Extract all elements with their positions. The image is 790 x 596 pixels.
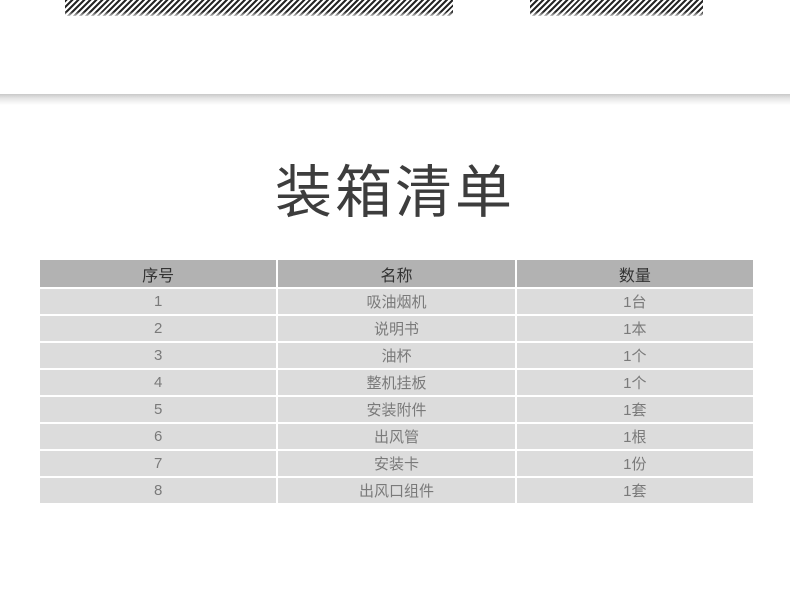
hatched-strip-right	[530, 0, 703, 16]
table-row: 4 整机挂板 1个	[40, 370, 753, 395]
cell-quantity: 1个	[516, 343, 753, 368]
cell-index: 6	[40, 424, 277, 449]
hatched-strip-left	[65, 0, 453, 16]
header-cell-quantity: 数量	[516, 260, 753, 287]
cell-quantity: 1本	[516, 316, 753, 341]
cell-index: 3	[40, 343, 277, 368]
cell-name: 出风管	[278, 424, 515, 449]
cell-name: 安装附件	[278, 397, 515, 422]
cell-quantity: 1套	[516, 478, 753, 503]
cell-name: 出风口组件	[278, 478, 515, 503]
cell-name: 油杯	[278, 343, 515, 368]
page-divider-shadow	[0, 94, 790, 105]
cell-index: 2	[40, 316, 277, 341]
cell-quantity: 1套	[516, 397, 753, 422]
header-cell-name: 名称	[278, 260, 515, 287]
cell-quantity: 1台	[516, 289, 753, 314]
cell-index: 7	[40, 451, 277, 476]
table-row: 8 出风口组件 1套	[40, 478, 753, 503]
page-title: 装箱清单	[275, 161, 515, 225]
cell-name: 吸油烟机	[278, 289, 515, 314]
cell-index: 1	[40, 289, 277, 314]
cell-name: 安装卡	[278, 451, 515, 476]
cell-index: 4	[40, 370, 277, 395]
cell-quantity: 1根	[516, 424, 753, 449]
table-row: 6 出风管 1根	[40, 424, 753, 449]
cell-quantity: 1个	[516, 370, 753, 395]
table-row: 7 安装卡 1份	[40, 451, 753, 476]
cell-index: 5	[40, 397, 277, 422]
table-row: 5 安装附件 1套	[40, 397, 753, 422]
header-cell-index: 序号	[40, 260, 277, 287]
cell-index: 8	[40, 478, 277, 503]
table-header-row: 序号 名称 数量	[40, 260, 753, 287]
cell-name: 说明书	[278, 316, 515, 341]
packing-list-table: 序号 名称 数量 1 吸油烟机 1台 2 说明书 1本 3 油杯 1个 4 整机…	[40, 260, 753, 503]
cell-name: 整机挂板	[278, 370, 515, 395]
table-row: 2 说明书 1本	[40, 316, 753, 341]
cell-quantity: 1份	[516, 451, 753, 476]
table-row: 3 油杯 1个	[40, 343, 753, 368]
table-row: 1 吸油烟机 1台	[40, 289, 753, 314]
